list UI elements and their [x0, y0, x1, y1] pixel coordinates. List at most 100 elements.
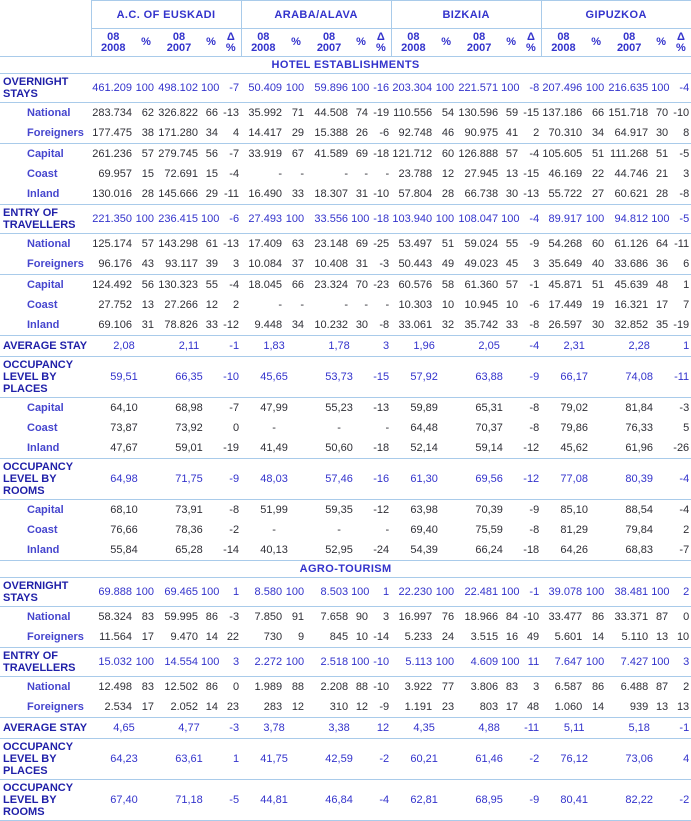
cell-2007-pct: 64	[655, 238, 669, 250]
cell-2008: 110.556	[393, 107, 433, 119]
cell-2007: 5.110	[607, 627, 652, 648]
table-row: Foreigners 2.534 17 2.052 14 23 283 12 310 12 -9 1.…	[0, 697, 691, 718]
cell-2007-pct: 100	[651, 204, 672, 234]
cell-2007: 53,73	[307, 356, 372, 398]
cell-2007: 803	[457, 697, 502, 718]
cell-2008: 16.997	[398, 611, 433, 623]
cell-2008: 66,17	[541, 356, 608, 398]
cell-2007: 65,31	[475, 402, 503, 414]
cell-delta: -3	[229, 611, 240, 623]
cell-delta: -6	[529, 299, 540, 311]
cell-2007-pct: 55	[205, 279, 218, 291]
cell-2008-pct: 28	[435, 184, 458, 205]
cell-2008: 35.992	[248, 107, 283, 119]
cell-2008: 81,29	[560, 524, 588, 536]
cell-2007: 2.052	[157, 697, 201, 718]
cell-2007: 73,92	[175, 422, 203, 434]
cell-2008-pct: 62	[141, 107, 154, 119]
cell-delta: -19	[671, 315, 691, 336]
cell-2008-pct: 43	[135, 254, 157, 275]
cell-2007-pct: 100	[201, 204, 221, 234]
cell-2007: 60.621	[607, 184, 652, 205]
cell-2007-pct: 13	[651, 697, 672, 718]
cell-2007: 221.571	[457, 73, 502, 103]
cell-2007: 94.812	[607, 204, 652, 234]
subcolumn-header: 08 2007	[307, 28, 352, 57]
subcolumn-header: 08 2008	[240, 28, 286, 57]
cell-2007-pct: 100	[201, 577, 221, 607]
cell-2008: 23.788	[398, 168, 433, 180]
cell-2007: 3,38	[307, 717, 372, 739]
cell-2008: 92.748	[391, 123, 436, 144]
cell-2008: 85,10	[560, 504, 588, 516]
cell-2007-pct: 66	[205, 107, 218, 119]
cell-2007-pct: 55	[505, 238, 519, 250]
cell-2008: 54,39	[391, 540, 458, 561]
cell-2007-pct: 70	[655, 107, 669, 119]
cell-delta: -8	[521, 315, 542, 336]
cell-delta: 3	[521, 254, 542, 275]
cell-2007-pct: 10	[505, 299, 519, 311]
cell-2008: 59,89	[410, 402, 438, 414]
row-label: ENTRY OF TRAVELLERS	[0, 647, 91, 677]
cell-2007: 88,54	[625, 504, 653, 516]
table-row: Capital 64,10 68,98 -7 47,99 55,23 -13 59,89 65,…	[0, 398, 691, 419]
table-row: Coast 76,66 78,36 -2 - - - 69,40 75,59 -8 81,29 79,…	[0, 520, 691, 540]
cell-2008: 68,10	[110, 504, 138, 516]
cell-delta: 0	[232, 681, 240, 693]
cell-2007: 15.388	[307, 123, 352, 144]
table-row: AVERAGE STAY 4,65 4,77 -3 3,78 3,38 12 4,35 4,88…	[0, 717, 691, 739]
cell-2008-pct: 100	[135, 577, 157, 607]
cell-2008: 27.752	[98, 299, 132, 311]
subcolumn-header: 08 2007	[607, 28, 652, 57]
cell-2008-pct: 51	[591, 148, 605, 160]
table-row: Inland 47,67 59,01 -19 41,49 50,60 -18 52,14 59,…	[0, 438, 691, 459]
cell-delta: -26	[671, 438, 691, 459]
cell-2007-pct: 100	[501, 647, 522, 677]
cell-2007-pct: 57	[505, 148, 519, 160]
cell-delta: -25	[373, 238, 390, 250]
cell-2007-pct: 57	[505, 279, 519, 291]
cell-2008: 2,31	[541, 335, 608, 357]
cell-2007-pct: 100	[501, 577, 522, 607]
cell-2007-pct: 26	[351, 123, 372, 144]
cell-2008: 27.493	[241, 204, 286, 234]
row-label: ENTRY OF TRAVELLERS	[0, 204, 91, 234]
cell-delta: 4	[671, 738, 691, 780]
cell-2008-pct: 100	[435, 647, 458, 677]
cell-2007: 4,77	[157, 717, 221, 739]
cell-delta: -9	[529, 238, 540, 250]
cell-2008-pct: 34	[585, 123, 608, 144]
row-label: Inland	[0, 438, 91, 459]
cell-2008-pct: 57	[141, 238, 154, 250]
cell-delta: -8	[371, 315, 392, 336]
column-group-araba-alava: ARABA/ALAVA	[240, 0, 392, 29]
cell-2007-pct: 12	[351, 697, 372, 718]
cell-2007: 68,95	[457, 779, 522, 821]
cell-2008-pct: 17	[135, 697, 157, 718]
cell-2007: 72.691	[164, 168, 198, 180]
cell-delta: -12	[221, 315, 242, 336]
cell-2008: 283.734	[92, 107, 132, 119]
cell-2008: 9.448	[241, 315, 286, 336]
cell-2008-pct: 100	[285, 204, 308, 234]
cell-2008: 52,14	[391, 438, 458, 459]
cell-2007-pct: 16	[501, 627, 522, 648]
cell-delta: 13	[671, 697, 691, 718]
cell-delta: -5	[671, 204, 691, 234]
cell-2008: 76,12	[541, 738, 608, 780]
cell-2007: 8.503	[307, 577, 352, 607]
table-row: Coast 27.752 13 27.266 12 2- - - - -10.303 10 10.94…	[0, 295, 691, 315]
cell-2007: 63,88	[457, 356, 522, 398]
cell-delta: -9	[529, 504, 540, 516]
cell-2008: 41,75	[241, 738, 308, 780]
cell-delta: -4	[529, 148, 540, 160]
cell-2007: 59.896	[307, 73, 352, 103]
cell-2007: 4,88	[457, 717, 522, 739]
table-row: OCCUPANCY LEVEL BY PLACES 59,51 66,35 -10 45…	[0, 356, 691, 398]
cell-2007-pct: 100	[501, 73, 522, 103]
cell-2007-pct: 100	[351, 577, 372, 607]
cell-delta: 1	[671, 335, 691, 357]
cell-delta: 1	[221, 577, 242, 607]
